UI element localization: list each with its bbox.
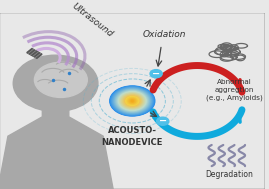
Circle shape	[127, 98, 137, 104]
Circle shape	[127, 97, 138, 105]
Circle shape	[126, 96, 139, 105]
Text: ACOUSTO-
NANODEVICE: ACOUSTO- NANODEVICE	[102, 126, 163, 147]
Circle shape	[120, 93, 144, 109]
Circle shape	[157, 117, 169, 125]
Circle shape	[115, 89, 150, 113]
Circle shape	[110, 86, 154, 116]
Circle shape	[116, 90, 149, 112]
Text: Ultrasound: Ultrasound	[70, 1, 115, 39]
Circle shape	[114, 89, 150, 113]
Circle shape	[150, 70, 162, 78]
Circle shape	[122, 94, 143, 108]
Circle shape	[124, 96, 140, 106]
Circle shape	[112, 88, 153, 114]
Circle shape	[122, 94, 143, 108]
Circle shape	[118, 91, 147, 111]
Text: Degradation: Degradation	[205, 170, 253, 179]
Text: Oxidation: Oxidation	[142, 29, 186, 39]
Circle shape	[123, 95, 142, 107]
Circle shape	[119, 92, 145, 110]
Circle shape	[129, 99, 136, 103]
Circle shape	[122, 94, 142, 108]
Circle shape	[115, 90, 149, 112]
Circle shape	[128, 98, 136, 104]
Circle shape	[117, 91, 148, 111]
Circle shape	[118, 92, 146, 110]
Circle shape	[114, 88, 151, 114]
Circle shape	[130, 99, 134, 102]
Circle shape	[110, 86, 155, 116]
Circle shape	[126, 97, 139, 105]
Circle shape	[111, 87, 153, 115]
Circle shape	[130, 99, 135, 103]
Circle shape	[131, 100, 133, 102]
Circle shape	[112, 87, 153, 115]
Polygon shape	[27, 49, 42, 58]
Circle shape	[120, 93, 145, 109]
Circle shape	[126, 97, 138, 105]
Circle shape	[112, 88, 152, 114]
Circle shape	[13, 55, 98, 112]
Text: −: −	[152, 69, 160, 79]
Circle shape	[34, 62, 87, 98]
Circle shape	[119, 92, 146, 110]
Circle shape	[125, 96, 140, 106]
Circle shape	[116, 91, 148, 112]
Circle shape	[128, 98, 137, 104]
Circle shape	[124, 95, 141, 107]
Circle shape	[131, 100, 134, 102]
Circle shape	[121, 93, 144, 108]
Circle shape	[130, 100, 134, 102]
Circle shape	[129, 98, 136, 103]
FancyBboxPatch shape	[0, 12, 266, 189]
Circle shape	[113, 88, 152, 114]
Text: Abnormal
aggregtion
(e.g., Amyloids): Abnormal aggregtion (e.g., Amyloids)	[206, 79, 263, 101]
Circle shape	[121, 93, 144, 109]
Circle shape	[118, 91, 147, 111]
Circle shape	[116, 90, 148, 112]
Circle shape	[114, 89, 151, 113]
Circle shape	[125, 96, 140, 106]
Polygon shape	[0, 108, 114, 189]
Text: −: −	[159, 116, 167, 126]
Circle shape	[123, 95, 141, 107]
Circle shape	[111, 87, 154, 115]
